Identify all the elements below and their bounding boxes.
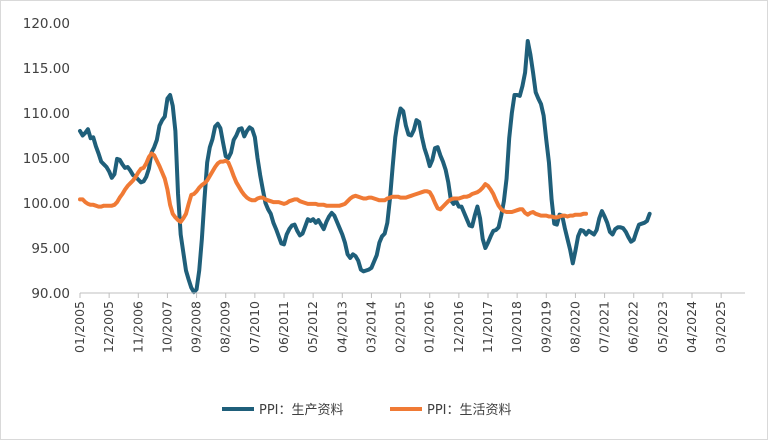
x-tick-label: 07/2021	[597, 301, 612, 353]
y-tick-label: 110.00	[23, 106, 70, 122]
x-tick-label: 11/2006	[130, 301, 145, 353]
x-tick-label: 04/2024	[684, 301, 699, 353]
y-tick-label: 90.00	[31, 286, 70, 302]
x-tick-label: 07/2010	[247, 301, 262, 353]
series-line-production	[78, 39, 652, 295]
x-tick-label: 10/2007	[159, 301, 174, 353]
x-tick-label: 09/2008	[189, 301, 204, 353]
y-tick-label: 95.00	[31, 241, 70, 257]
y-axis-labels: 90.00 95.00 100.00 105.00 110.00 115.00 120.00	[23, 16, 70, 302]
x-tick-label: 06/2022	[626, 301, 641, 353]
legend-label-production: PPI：生产资料	[259, 403, 344, 418]
series-group	[78, 39, 652, 295]
legend-label-consumer: PPI：生活资料	[427, 403, 512, 418]
y-tick-label: 120.00	[23, 16, 70, 32]
x-tick-label: 05/2012	[305, 301, 320, 353]
x-tick-label: 12/2016	[451, 301, 466, 353]
x-tick-label: 08/2009	[218, 301, 233, 353]
x-tick-label: 08/2020	[567, 301, 582, 353]
y-tick-label: 115.00	[23, 61, 70, 77]
series-line-consumer	[78, 151, 589, 224]
x-tick-label: 06/2011	[276, 301, 291, 353]
x-tick-label: 11/2017	[480, 301, 495, 353]
x-axis-ticks: 01/2005 12/2005 11/2006 10/2007 09/2008 08/20…	[72, 293, 728, 353]
y-tick-label: 105.00	[23, 151, 70, 167]
x-tick-label: 05/2023	[655, 301, 670, 353]
x-tick-label: 12/2005	[101, 301, 116, 353]
x-tick-label: 02/2015	[393, 301, 408, 353]
x-tick-label: 09/2019	[538, 301, 553, 353]
x-tick-label: 03/2014	[363, 301, 378, 353]
y-tick-label: 100.00	[23, 196, 70, 212]
x-tick-label: 01/2016	[422, 301, 437, 353]
x-tick-label: 03/2025	[713, 301, 728, 353]
x-tick-label: 01/2005	[72, 301, 87, 353]
x-tick-label: 10/2018	[509, 301, 524, 353]
legend: PPI：生产资料 PPI：生活资料	[222, 403, 512, 418]
x-tick-label: 04/2013	[334, 301, 349, 353]
